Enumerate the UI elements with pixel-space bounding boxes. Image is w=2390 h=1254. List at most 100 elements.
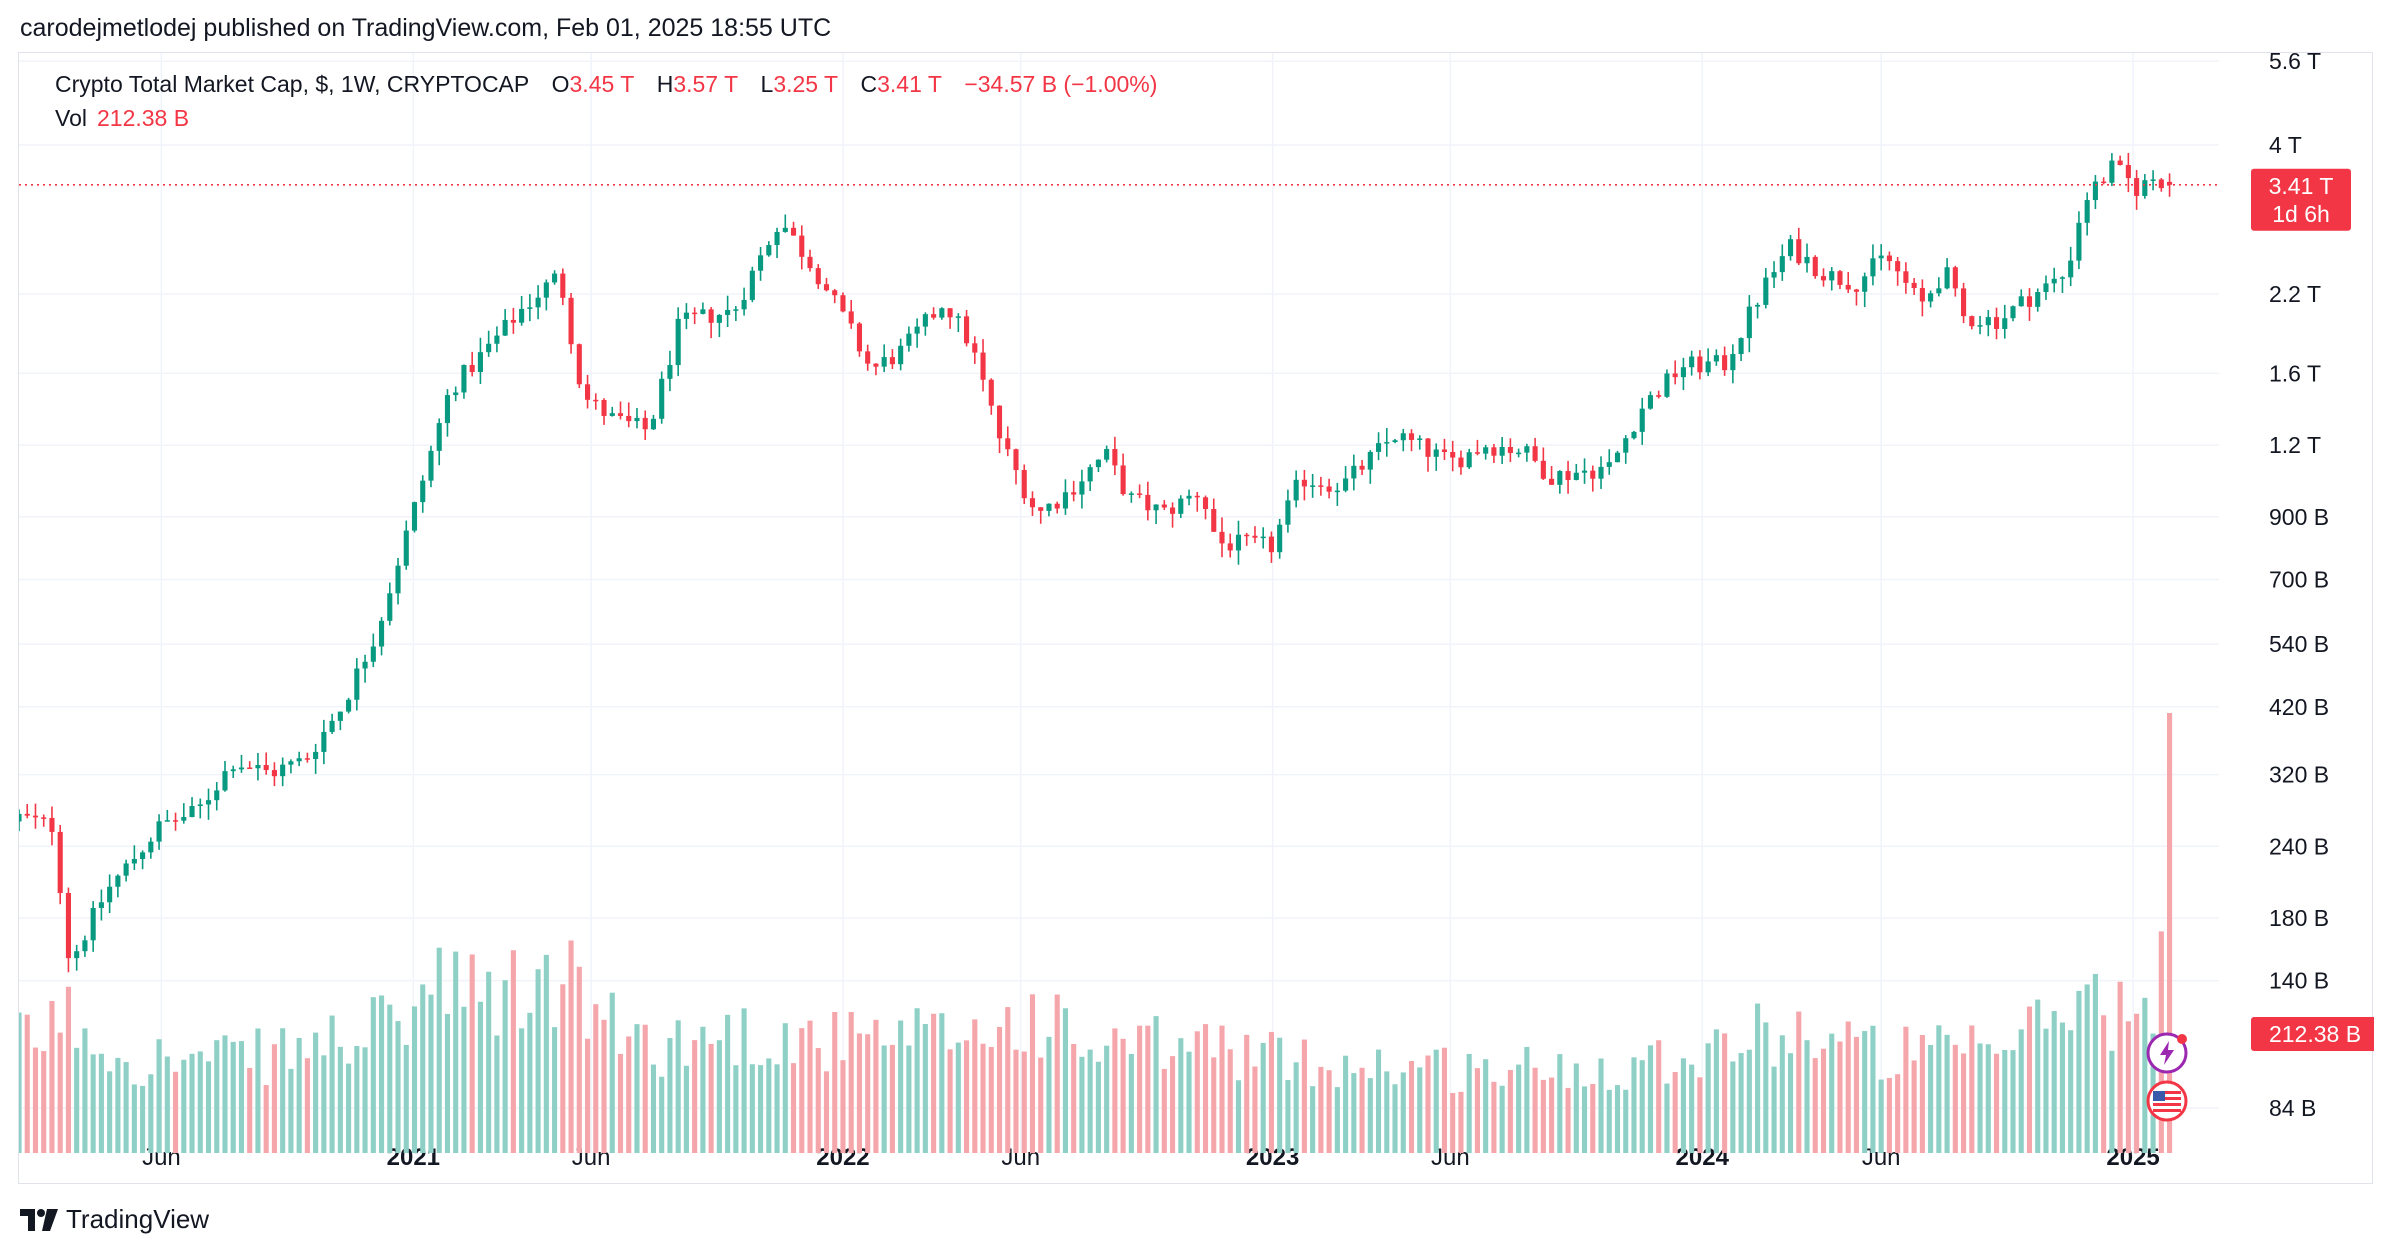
candle-body xyxy=(931,314,937,318)
candle-body xyxy=(1211,509,1217,532)
candle-body xyxy=(1516,452,1522,455)
volume-bar xyxy=(214,1040,220,1153)
candle-body xyxy=(2068,260,2074,278)
candle-body xyxy=(90,907,96,941)
price-tag xyxy=(2251,168,2351,231)
y-tick-label: 240 B xyxy=(2269,833,2329,859)
volume-bar xyxy=(346,1063,352,1153)
candle-body xyxy=(1672,373,1678,378)
candle-body xyxy=(898,345,904,365)
volume-bar xyxy=(1730,1061,1736,1153)
candle-body xyxy=(1680,367,1686,378)
candle-body xyxy=(692,312,698,315)
volume-bar xyxy=(840,1060,846,1153)
volume-bar xyxy=(1186,1051,1192,1153)
volume-bar xyxy=(1969,1025,1975,1153)
candle-body xyxy=(1021,470,1027,499)
volume-bar xyxy=(988,1046,994,1153)
volume-bar xyxy=(634,1024,640,1153)
volume-bar xyxy=(2051,1011,2057,1153)
candle-body xyxy=(881,357,887,367)
volume-bar xyxy=(568,940,574,1153)
candle-body xyxy=(263,765,269,771)
lightning-icon[interactable] xyxy=(2145,1031,2189,1075)
candle-body xyxy=(922,314,928,327)
volume-bar xyxy=(1343,1055,1349,1153)
candle-body xyxy=(247,767,253,770)
volume-bar xyxy=(1878,1079,1884,1153)
volume-bar xyxy=(1474,1068,1480,1153)
candle-body xyxy=(354,668,360,700)
candle-body xyxy=(189,806,195,818)
candle-body xyxy=(1153,504,1159,511)
close-value: 3.41 T xyxy=(877,71,942,97)
volume-bar xyxy=(1112,1028,1118,1153)
candle-body xyxy=(1606,462,1612,467)
candle-body xyxy=(1598,466,1604,479)
volume-bar xyxy=(486,971,492,1153)
candle-body xyxy=(815,268,821,285)
tradingview-brand[interactable]: TradingView xyxy=(20,1204,209,1235)
candle-body xyxy=(1755,304,1761,307)
volume-bar xyxy=(1491,1081,1497,1153)
volume-bar xyxy=(1211,1057,1217,1153)
candle-body xyxy=(1689,356,1695,368)
candle-body xyxy=(1466,452,1472,468)
us-flag-icon[interactable] xyxy=(2145,1079,2189,1123)
candle-body xyxy=(362,661,368,669)
candle-body xyxy=(1771,272,1777,278)
volume-bar xyxy=(1804,1040,1810,1153)
volume-bar xyxy=(700,1026,706,1153)
volume-bar xyxy=(420,984,426,1153)
volume-bar xyxy=(1532,1067,1538,1153)
volume-bar xyxy=(280,1028,286,1153)
candle-body xyxy=(790,227,797,236)
candle-body xyxy=(1656,395,1662,397)
candle-body xyxy=(1936,288,1942,294)
candle-body xyxy=(1170,507,1176,514)
price-tag-countdown: 1d 6h xyxy=(2272,201,2330,227)
candle-body xyxy=(346,699,352,712)
volume-bar xyxy=(304,1058,310,1153)
chart-frame[interactable]: 5.6 T 4 T 2.2 T 1.6 T 1.2 T 900 B 700 B 540 B 42… xyxy=(18,52,2374,1185)
volume-bar xyxy=(1433,1049,1439,1153)
candle-body xyxy=(2059,277,2065,279)
candle-body xyxy=(453,392,459,396)
volume-bar xyxy=(922,1023,928,1153)
volume-bar xyxy=(683,1065,689,1153)
volume-bar xyxy=(996,1026,1003,1153)
candle-body xyxy=(1845,284,1851,290)
candle-body xyxy=(1392,440,1398,443)
candle-body xyxy=(799,235,805,257)
candle-body xyxy=(1244,534,1250,537)
volume-bar xyxy=(494,1035,500,1153)
volume-bar xyxy=(164,1056,170,1153)
candle-body xyxy=(1581,470,1588,473)
candle-body xyxy=(1837,271,1843,285)
volume-bar xyxy=(1375,1049,1382,1153)
volume-bar xyxy=(2109,1050,2115,1153)
candle-body xyxy=(469,364,475,373)
candle-body xyxy=(1260,536,1266,539)
volume-bar xyxy=(148,1074,154,1153)
volume-bar xyxy=(1310,1086,1316,1153)
volume-bar xyxy=(675,1020,681,1153)
volume-bar xyxy=(2101,1015,2107,1153)
volume-bar xyxy=(1466,1053,1472,1153)
candle-body xyxy=(519,308,525,323)
candle-body xyxy=(2026,296,2033,307)
volume-bar xyxy=(1779,1035,1785,1153)
candle-body xyxy=(856,323,863,352)
volume-bar xyxy=(337,1046,343,1153)
candle-body xyxy=(1326,486,1332,492)
candle-body xyxy=(576,344,582,385)
candle-body xyxy=(271,770,277,777)
volume-bar xyxy=(428,994,434,1153)
candle-body xyxy=(280,764,286,777)
y-tick-label: 1.6 T xyxy=(2269,360,2321,386)
chart-canvas[interactable]: 5.6 T 4 T 2.2 T 1.6 T 1.2 T 900 B 700 B 540 B 42… xyxy=(19,53,2374,1185)
volume-bar xyxy=(1194,1031,1200,1153)
candle-body xyxy=(1425,438,1431,457)
candle-body xyxy=(1268,536,1274,553)
candle-body xyxy=(19,813,22,822)
